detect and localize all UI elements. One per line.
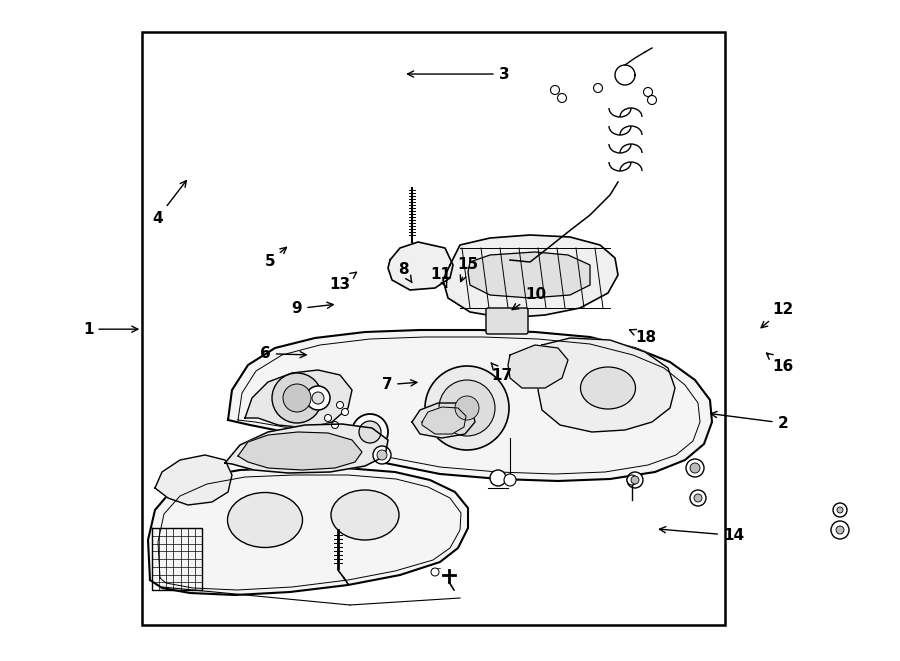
Polygon shape (238, 432, 362, 470)
Circle shape (837, 507, 843, 513)
Circle shape (359, 421, 381, 443)
Text: 12: 12 (761, 302, 794, 328)
Polygon shape (228, 330, 712, 481)
Circle shape (627, 475, 637, 485)
Circle shape (694, 494, 702, 502)
Text: 11: 11 (430, 267, 452, 288)
Polygon shape (508, 345, 568, 388)
Circle shape (690, 463, 700, 473)
Circle shape (647, 95, 656, 104)
Circle shape (627, 472, 643, 488)
Text: 17: 17 (491, 363, 513, 383)
Polygon shape (443, 235, 618, 318)
FancyBboxPatch shape (486, 308, 528, 334)
Text: 2: 2 (711, 411, 788, 430)
Circle shape (331, 422, 338, 428)
Circle shape (425, 366, 509, 450)
Text: 6: 6 (260, 346, 306, 361)
Polygon shape (412, 403, 475, 438)
Circle shape (341, 408, 348, 416)
Circle shape (557, 93, 566, 102)
Circle shape (551, 85, 560, 95)
Ellipse shape (228, 492, 302, 547)
Text: 5: 5 (265, 247, 286, 268)
Circle shape (439, 380, 495, 436)
Circle shape (631, 476, 639, 484)
Circle shape (831, 521, 849, 539)
Circle shape (272, 373, 322, 423)
Polygon shape (245, 370, 352, 428)
Circle shape (283, 384, 311, 412)
Polygon shape (225, 424, 388, 473)
Text: 1: 1 (83, 322, 138, 336)
Polygon shape (155, 455, 232, 505)
Text: 10: 10 (512, 287, 546, 309)
Circle shape (690, 490, 706, 506)
Text: 13: 13 (329, 272, 356, 292)
Circle shape (431, 568, 439, 576)
Text: 9: 9 (292, 301, 333, 316)
Text: 3: 3 (408, 67, 509, 81)
Circle shape (325, 414, 331, 422)
Circle shape (306, 386, 330, 410)
Text: 15: 15 (457, 257, 479, 282)
Circle shape (833, 503, 847, 517)
Ellipse shape (331, 490, 399, 540)
Circle shape (337, 401, 344, 408)
Polygon shape (422, 407, 466, 434)
Circle shape (490, 470, 506, 486)
Text: 16: 16 (767, 353, 794, 374)
Circle shape (836, 526, 844, 534)
Text: 4: 4 (152, 180, 186, 225)
Circle shape (686, 459, 704, 477)
Text: 18: 18 (629, 329, 657, 344)
Ellipse shape (580, 367, 635, 409)
Circle shape (644, 87, 652, 97)
Polygon shape (468, 252, 590, 298)
Circle shape (593, 83, 602, 93)
Polygon shape (538, 338, 675, 432)
Circle shape (373, 446, 391, 464)
Circle shape (504, 474, 516, 486)
Text: 8: 8 (398, 262, 412, 282)
Polygon shape (388, 242, 453, 290)
Circle shape (455, 396, 479, 420)
Circle shape (352, 414, 388, 450)
Circle shape (377, 450, 387, 460)
Bar (142, 32, 724, 625)
Polygon shape (148, 468, 468, 595)
Circle shape (312, 392, 324, 404)
Text: 7: 7 (382, 377, 417, 392)
Text: 14: 14 (660, 527, 744, 543)
